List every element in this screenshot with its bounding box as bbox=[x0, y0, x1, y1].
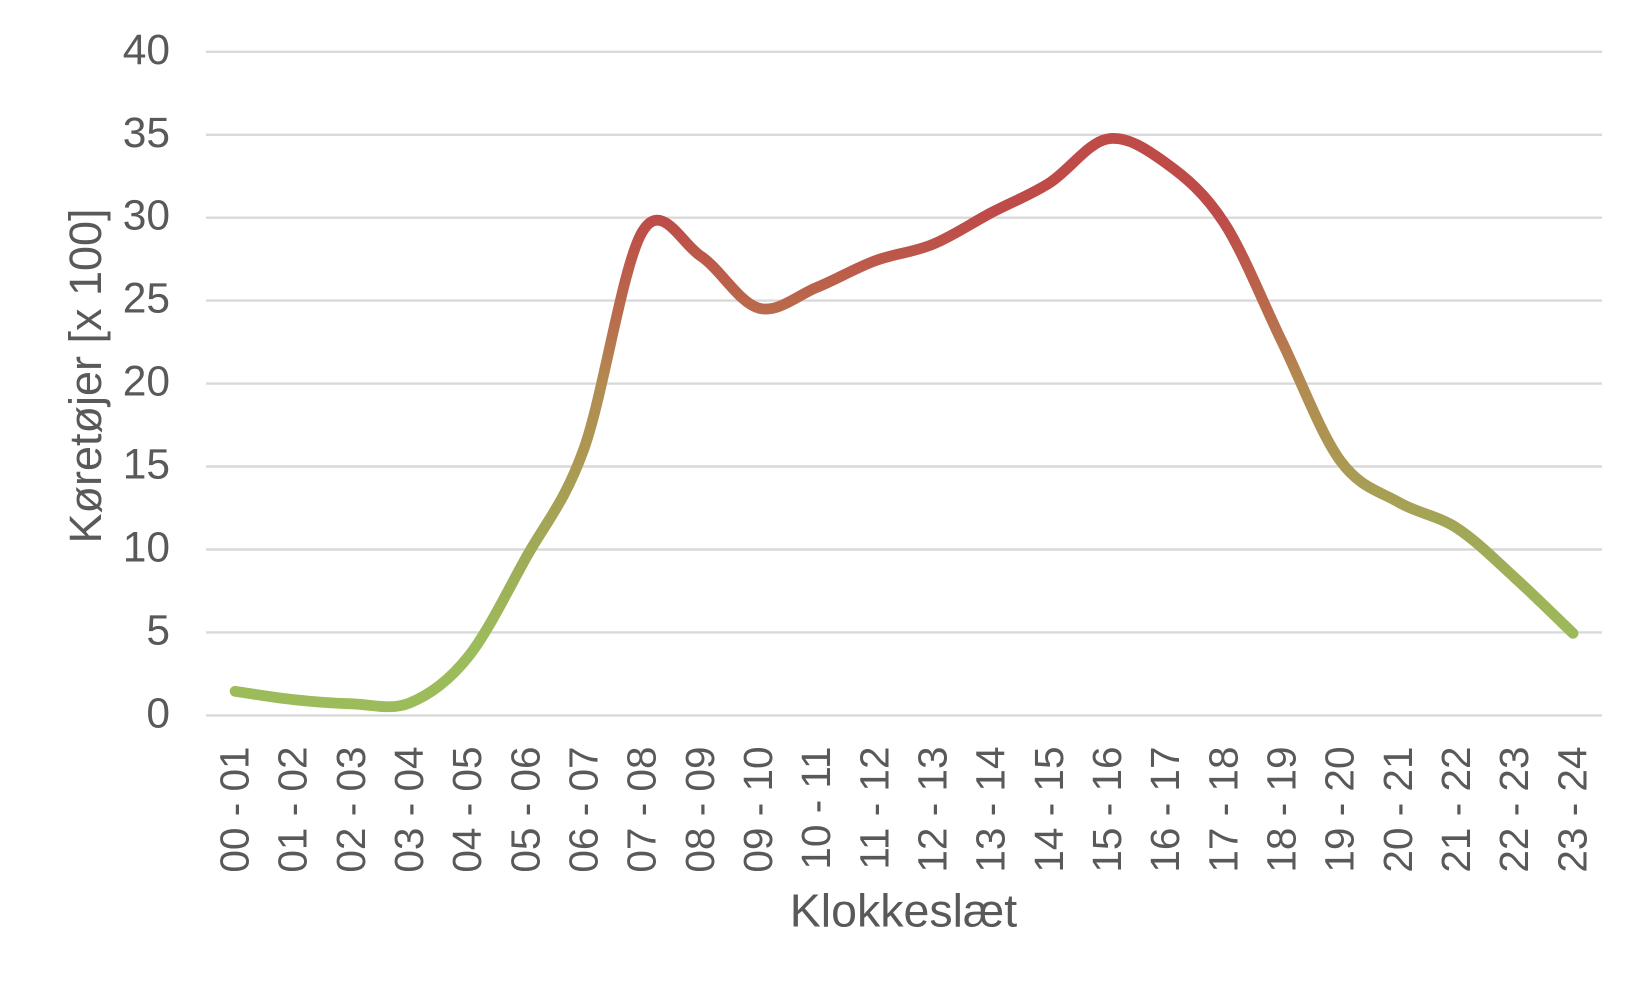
svg-text:10: 10 bbox=[123, 525, 170, 572]
svg-text:0: 0 bbox=[146, 690, 170, 737]
svg-text:13 - 14: 13 - 14 bbox=[968, 746, 1014, 872]
svg-text:01 - 02: 01 - 02 bbox=[270, 747, 316, 873]
svg-text:Klokkeslæt: Klokkeslæt bbox=[790, 885, 1017, 937]
svg-text:20 - 21: 20 - 21 bbox=[1375, 747, 1421, 873]
svg-text:10 - 11: 10 - 11 bbox=[793, 747, 839, 870]
svg-text:35: 35 bbox=[123, 110, 170, 157]
svg-text:06 - 07: 06 - 07 bbox=[561, 747, 607, 873]
svg-text:15 - 16: 15 - 16 bbox=[1084, 747, 1130, 873]
svg-text:40: 40 bbox=[123, 27, 170, 74]
svg-text:12 - 13: 12 - 13 bbox=[910, 747, 956, 873]
svg-text:07 - 08: 07 - 08 bbox=[619, 747, 665, 873]
svg-text:22 - 23: 22 - 23 bbox=[1491, 747, 1537, 873]
svg-text:04 - 05: 04 - 05 bbox=[444, 747, 490, 873]
svg-text:15: 15 bbox=[123, 442, 170, 489]
svg-text:03 - 04: 03 - 04 bbox=[386, 747, 432, 873]
svg-text:5: 5 bbox=[146, 607, 170, 654]
svg-text:11 - 12: 11 - 12 bbox=[851, 747, 897, 870]
svg-text:17 - 18: 17 - 18 bbox=[1200, 747, 1246, 873]
svg-text:08 - 09: 08 - 09 bbox=[677, 747, 723, 873]
svg-text:18 - 19: 18 - 19 bbox=[1259, 747, 1305, 873]
svg-text:00 - 01: 00 - 01 bbox=[212, 747, 258, 873]
svg-text:23 - 24: 23 - 24 bbox=[1549, 747, 1595, 873]
svg-text:21 - 22: 21 - 22 bbox=[1433, 747, 1479, 873]
svg-text:16 - 17: 16 - 17 bbox=[1142, 747, 1188, 873]
svg-text:09 - 10: 09 - 10 bbox=[735, 747, 781, 873]
svg-text:02 - 03: 02 - 03 bbox=[328, 747, 374, 873]
svg-text:30: 30 bbox=[123, 193, 170, 240]
svg-text:25: 25 bbox=[123, 276, 170, 323]
svg-text:Køretøjer [x 100]: Køretøjer [x 100] bbox=[60, 208, 111, 543]
svg-text:14 - 15: 14 - 15 bbox=[1026, 747, 1072, 873]
svg-text:05 - 06: 05 - 06 bbox=[502, 747, 548, 873]
svg-text:20: 20 bbox=[123, 359, 170, 406]
svg-text:19 - 20: 19 - 20 bbox=[1317, 747, 1363, 873]
